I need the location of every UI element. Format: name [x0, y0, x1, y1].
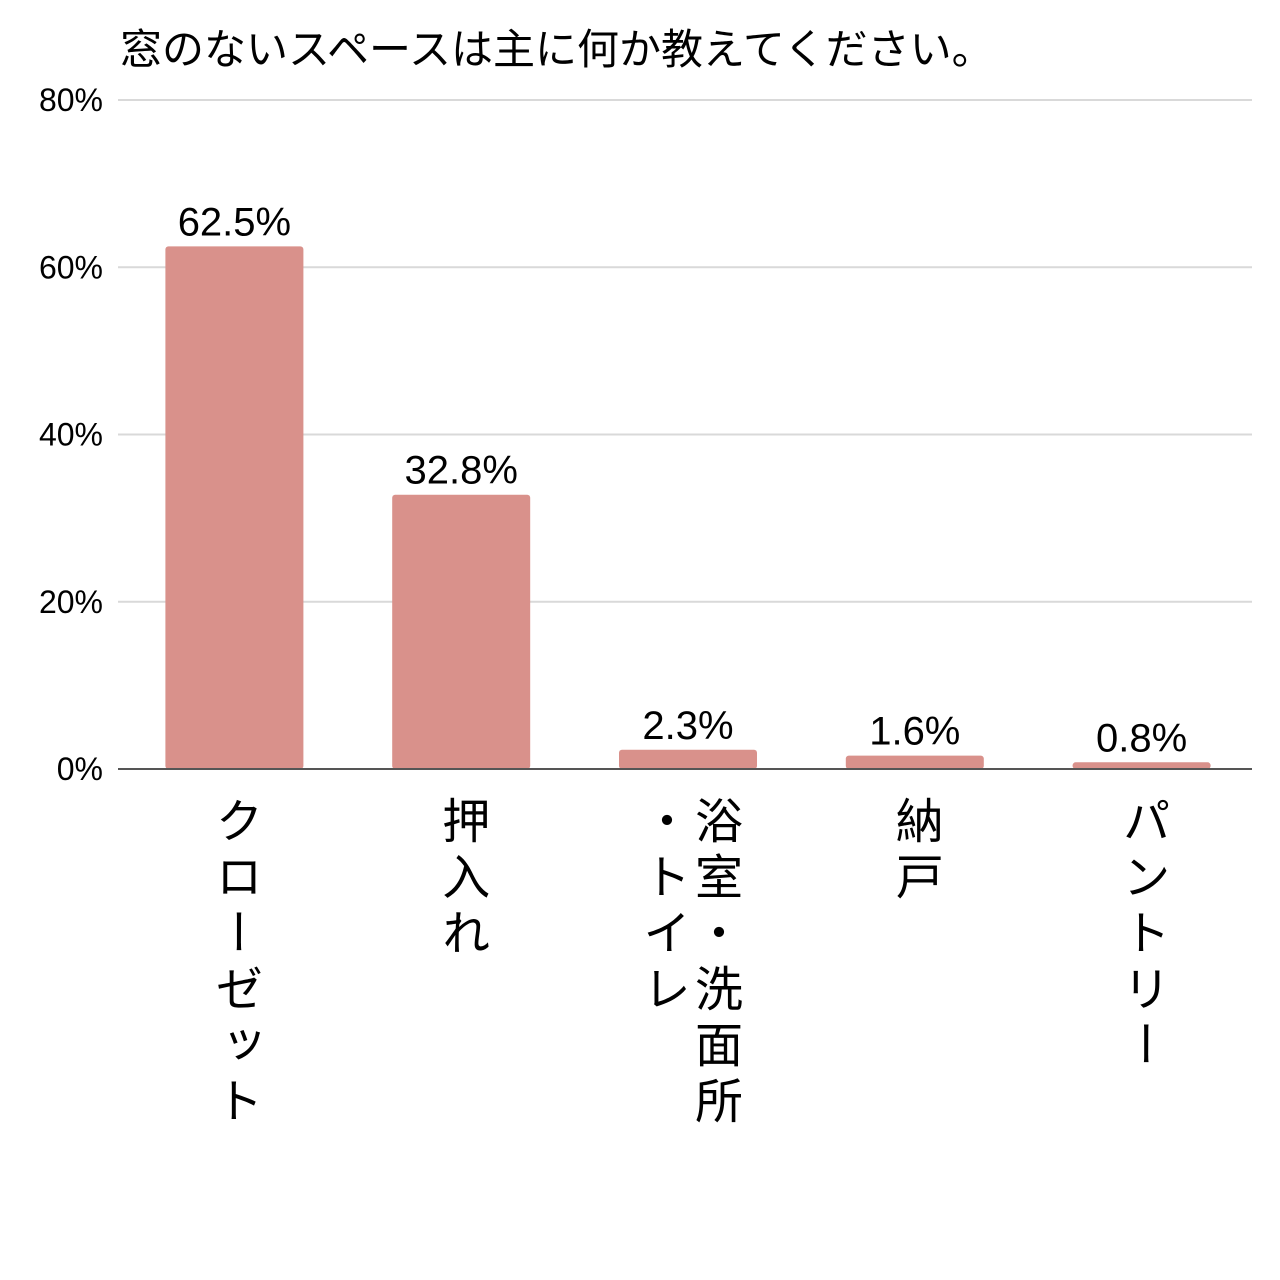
x-category-label: クローゼット [206, 796, 262, 1132]
y-tick-label: 20% [39, 584, 103, 620]
data-label: 2.3% [642, 704, 733, 748]
y-tick-label: 80% [39, 82, 103, 118]
y-tick-label: 40% [39, 417, 103, 453]
data-label: 0.8% [1096, 716, 1187, 760]
x-category-label: 押入れ [433, 796, 489, 964]
data-label: 32.8% [404, 449, 517, 493]
x-category-label: 浴室・洗面所 [686, 796, 742, 1132]
y-tick-label: 60% [39, 249, 103, 285]
chart-title: 窓のないスペースは主に何か教えてください。 [120, 25, 994, 74]
bar [392, 494, 531, 769]
bar [619, 749, 757, 769]
y-tick-label: 0% [57, 751, 103, 787]
bar [1072, 762, 1211, 769]
data-label: 1.6% [869, 710, 960, 754]
bar [845, 755, 984, 769]
x-category-label: ・トイレ [634, 796, 690, 1020]
data-label: 62.5% [178, 200, 291, 244]
x-category-label: パントリー [1114, 796, 1170, 1076]
x-category-label: 納戸 [887, 796, 943, 908]
bar [165, 246, 304, 769]
